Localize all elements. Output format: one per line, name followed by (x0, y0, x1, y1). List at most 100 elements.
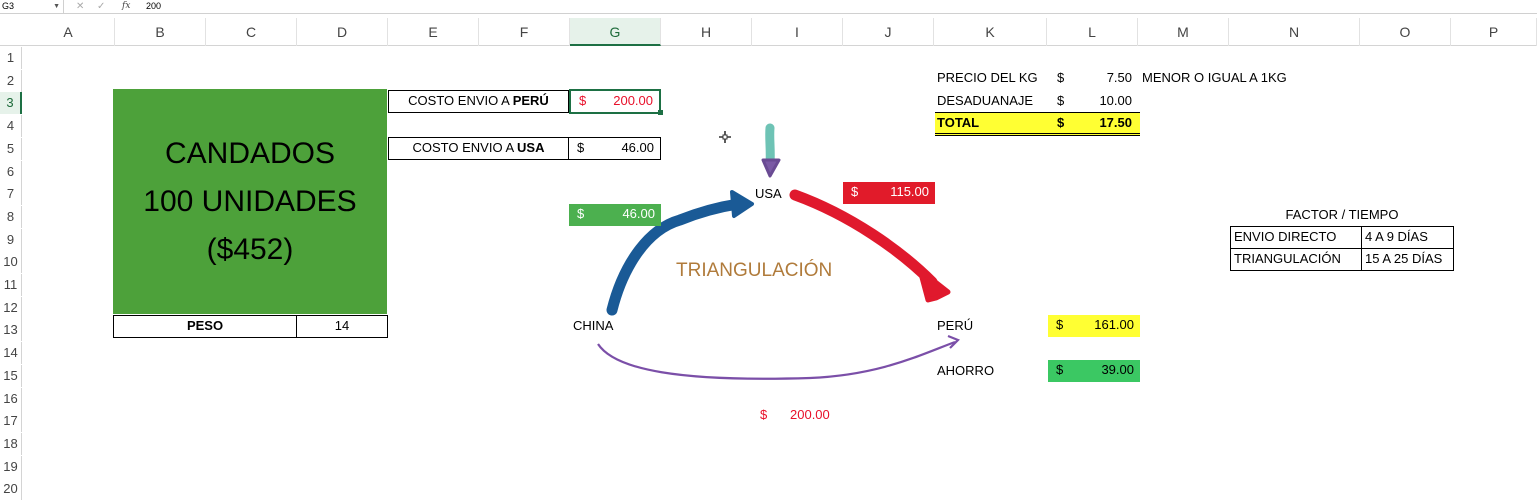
costo-peru-amount: 200.00 (613, 93, 653, 108)
peru-label: PERÚ (937, 318, 974, 333)
row-header-2[interactable]: 2 (0, 69, 22, 92)
confirm-icon[interactable]: ✓ (97, 1, 106, 12)
cancel-icon[interactable]: ✕ (76, 1, 85, 12)
factor-row-value[interactable]: 4 A 9 DÍAS (1361, 226, 1454, 249)
triangulacion-label: TRIANGULACIÓN (676, 260, 833, 281)
incoming-arrow-head (761, 158, 781, 178)
costo-peru-prefix: COSTO ENVIO A (408, 93, 513, 108)
currency-symbol: $ (577, 206, 585, 221)
row-header-1[interactable]: 1 (0, 47, 22, 69)
peru-total-cell[interactable]: $161.00 (1048, 315, 1140, 337)
currency-symbol: $ (1056, 362, 1064, 377)
factor-row-value[interactable]: 15 A 25 DÍAS (1361, 248, 1454, 271)
row-header-3[interactable]: 3 (0, 92, 22, 115)
row-header-6[interactable]: 6 (0, 160, 22, 183)
column-header-m[interactable]: M (1138, 18, 1229, 46)
china-usa-amount-cell[interactable]: $46.00 (569, 204, 661, 226)
costo-usa-amount: 46.00 (621, 140, 654, 155)
precio-kg-currency: $ (1057, 70, 1065, 85)
column-header-o[interactable]: O (1360, 18, 1451, 46)
costo-usa-prefix: COSTO ENVIO A (412, 140, 518, 155)
direct-arrow (597, 340, 956, 380)
precio-kg-value[interactable]: 7.50 (1106, 70, 1132, 85)
column-header-a[interactable]: A (22, 18, 115, 46)
row-header-10[interactable]: 10 (0, 251, 22, 274)
column-header-e[interactable]: E (388, 18, 479, 46)
ahorro-label: AHORRO (937, 363, 995, 378)
usa-peru-amount-cell[interactable]: $115.00 (843, 182, 935, 204)
product-price: ($452) (206, 232, 294, 266)
china-usa-arrowhead (730, 190, 754, 218)
peru-total-value: 161.00 (1094, 317, 1134, 332)
peso-label: PESO (113, 315, 297, 338)
column-header-i[interactable]: I (752, 18, 843, 46)
row-header-7[interactable]: 7 (0, 183, 22, 206)
peso-value[interactable]: 14 (296, 315, 388, 338)
precio-kg-note: MENOR O IGUAL A 1KG (1142, 70, 1287, 85)
desaduanaje-currency: $ (1057, 93, 1065, 108)
usa-label: USA (755, 186, 782, 201)
row-header-11[interactable]: 11 (0, 274, 22, 296)
direct-arrowhead (947, 334, 960, 349)
row-header-19[interactable]: 19 (0, 455, 22, 478)
product-name: CANDADOS (164, 136, 336, 170)
desaduanaje-label: DESADUANAJE (937, 93, 1034, 108)
row-header-5[interactable]: 5 (0, 137, 22, 160)
row-header-15[interactable]: 15 (0, 364, 22, 387)
row-header-4[interactable]: 4 (0, 115, 22, 138)
formula-input[interactable]: 200 (146, 1, 162, 11)
currency-symbol: $ (1056, 317, 1064, 332)
usa-peru-arrowhead (917, 267, 951, 303)
column-header-d[interactable]: D (297, 18, 388, 46)
row-header-13[interactable]: 13 (0, 319, 22, 342)
costo-usa-label: COSTO ENVIO A USA (388, 137, 569, 160)
ahorro-value: 39.00 (1101, 362, 1134, 377)
column-header-n[interactable]: N (1229, 18, 1360, 46)
china-usa-amount: 46.00 (622, 206, 655, 221)
total-currency: $ (1057, 115, 1065, 130)
column-header-l[interactable]: L (1047, 18, 1138, 46)
column-header-g[interactable]: G (570, 18, 661, 46)
move-cursor-icon (719, 131, 731, 143)
name-box-value: G3 (2, 1, 15, 11)
column-header-j[interactable]: J (843, 18, 934, 46)
desaduanaje-value[interactable]: 10.00 (1099, 93, 1132, 108)
column-header-b[interactable]: B (115, 18, 206, 46)
row-header-17[interactable]: 17 (0, 410, 22, 433)
row-header-12[interactable]: 12 (0, 296, 22, 319)
factor-row-label: TRIANGULACIÓN (1230, 248, 1362, 271)
china-label: CHINA (573, 318, 614, 333)
chevron-down-icon[interactable]: ▼ (53, 3, 60, 10)
factor-table-title: FACTOR / TIEMPO (1285, 207, 1399, 222)
costo-peru-label: COSTO ENVIO A PERÚ (388, 90, 569, 113)
direct-currency: $ (760, 407, 768, 422)
fill-handle[interactable] (658, 110, 663, 115)
direct-amount[interactable]: 200.00 (790, 407, 830, 422)
total-value[interactable]: 17.50 (1099, 115, 1132, 130)
row-header-14[interactable]: 14 (0, 342, 22, 365)
precio-kg-label: PRECIO DEL KG (937, 70, 1038, 85)
total-row (935, 112, 1140, 136)
costo-usa-country: USA (517, 140, 545, 155)
row-header-20[interactable]: 20 (0, 478, 22, 500)
row-header-8[interactable]: 8 (0, 205, 22, 228)
china-usa-arrow (606, 198, 744, 316)
row-header-9[interactable]: 9 (0, 228, 22, 251)
name-box[interactable]: G3 ▼ (0, 0, 64, 13)
column-header-k[interactable]: K (934, 18, 1047, 46)
currency-symbol: $ (579, 93, 587, 108)
currency-symbol: $ (851, 184, 859, 199)
row-header-16[interactable]: 16 (0, 387, 22, 410)
column-header-c[interactable]: C (206, 18, 297, 46)
total-label: TOTAL (937, 115, 980, 130)
costo-usa-cell[interactable]: $46.00 (568, 137, 661, 160)
costo-peru-cell[interactable]: $200.00 (569, 89, 661, 114)
formula-bar: G3 ▼ ✕ ✓ fx 200 (0, 0, 1537, 14)
column-header-h[interactable]: H (661, 18, 752, 46)
row-header-18[interactable]: 18 (0, 432, 22, 455)
currency-symbol: $ (577, 140, 585, 155)
function-icon[interactable]: fx (122, 1, 131, 11)
column-header-f[interactable]: F (479, 18, 570, 46)
column-header-p[interactable]: P (1451, 18, 1537, 46)
ahorro-cell[interactable]: $39.00 (1048, 360, 1140, 382)
